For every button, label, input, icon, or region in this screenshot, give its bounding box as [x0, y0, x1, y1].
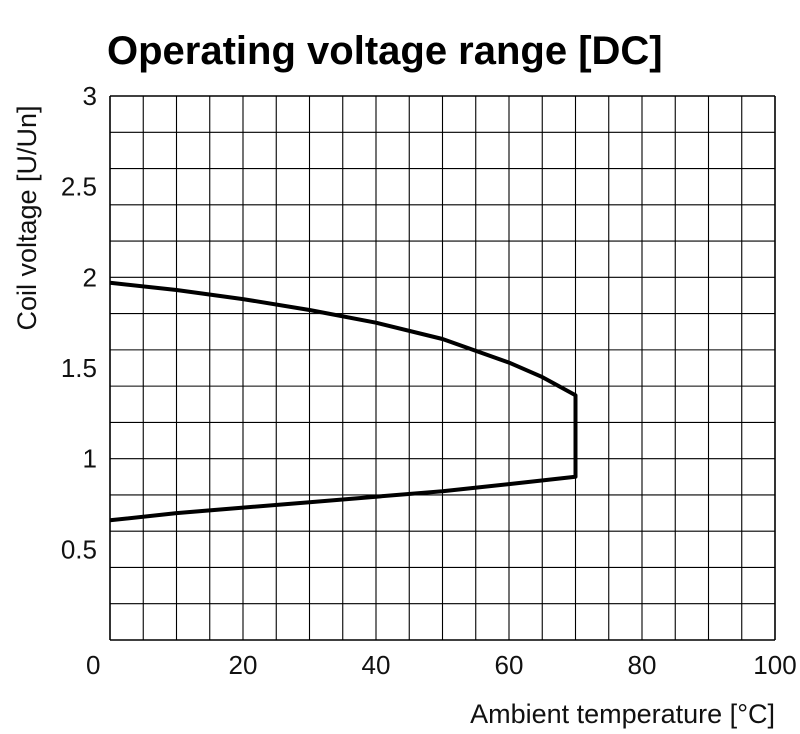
y-tick-label: 1: [83, 444, 97, 474]
x-tick-label: 40: [362, 650, 391, 680]
chart-title: Operating voltage range [DC]: [107, 29, 663, 73]
grid: [109, 95, 776, 641]
x-tick-label: 0: [86, 650, 100, 680]
x-tick-label: 80: [628, 650, 657, 680]
y-tick-label: 2: [83, 262, 97, 292]
y-tick-label: 0.5: [61, 534, 97, 564]
axis-ticks: 0 20 40 60 80 100 0.5 1 1.5 2 2.5 3: [61, 81, 797, 680]
x-tick-label: 60: [495, 650, 524, 680]
series-line: [109, 280, 578, 523]
y-tick-label: 1.5: [61, 353, 97, 383]
y-axis-label: Coil voltage [U/Un]: [12, 105, 42, 330]
y-tick-label: 3: [83, 81, 97, 111]
x-tick-label: 20: [229, 650, 258, 680]
x-axis-label: Ambient temperature [°C]: [470, 699, 775, 729]
y-tick-label: 2.5: [61, 172, 97, 202]
series-layer: [109, 280, 578, 523]
x-tick-label: 100: [753, 650, 796, 680]
